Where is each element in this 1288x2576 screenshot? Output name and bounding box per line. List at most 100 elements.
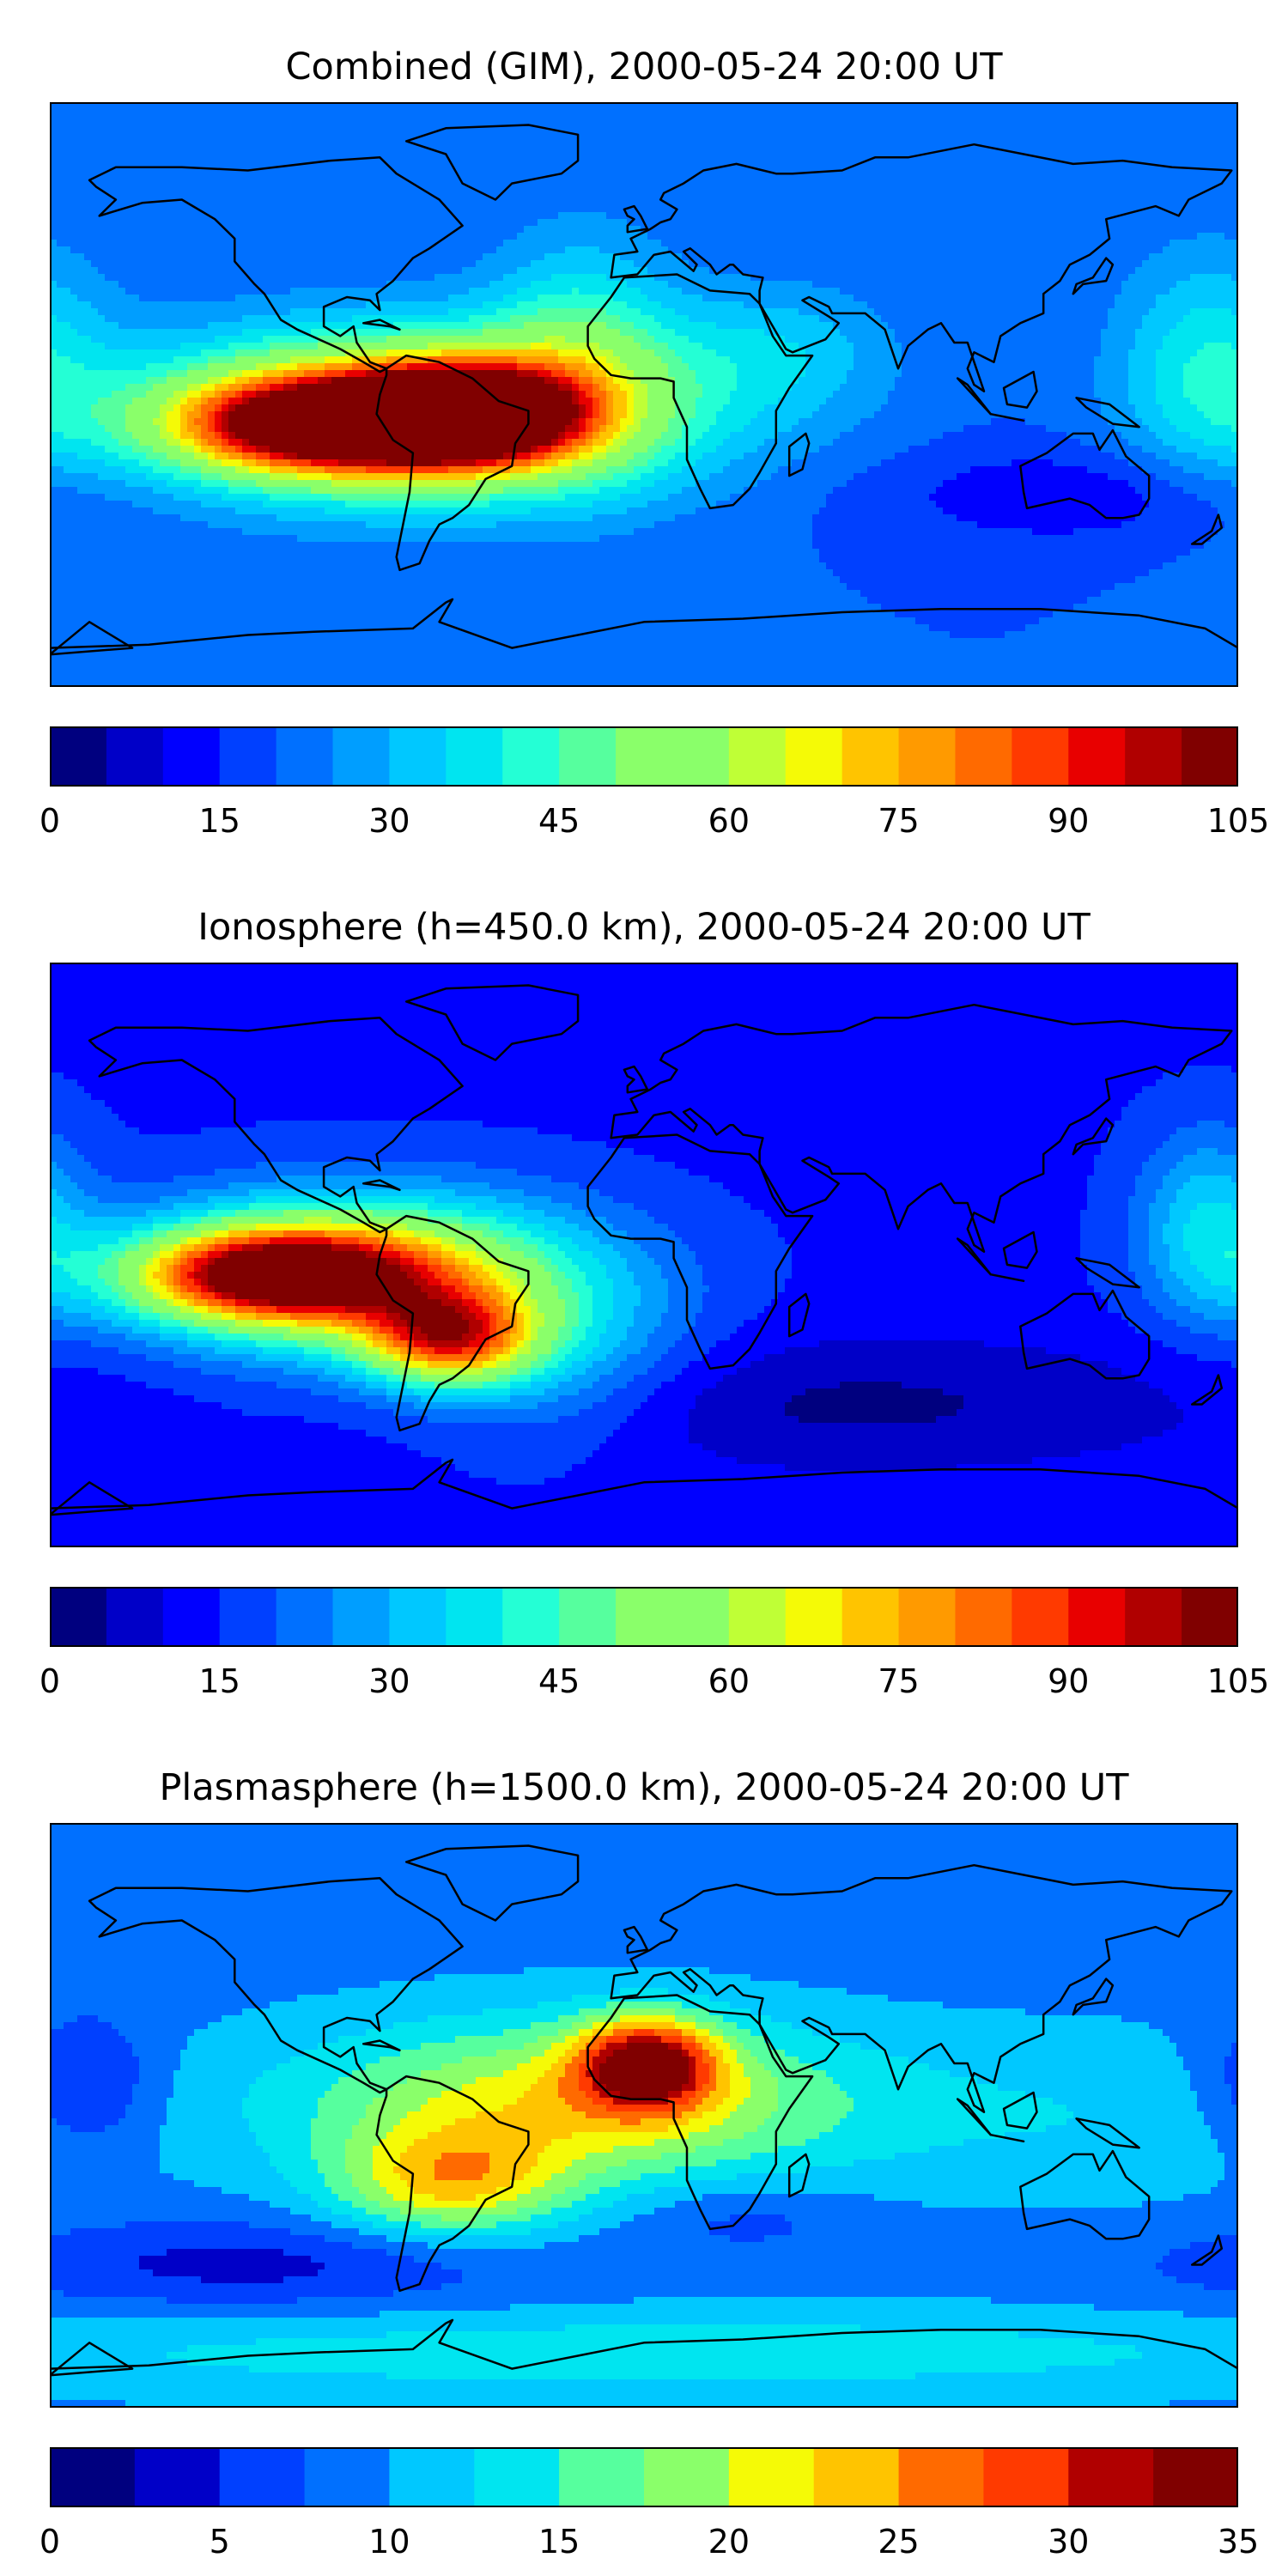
colorbar-tick-label: 45 [538,802,580,840]
coastline [1190,2234,1224,2266]
colorbar-segment [276,726,334,787]
colorbar-segment [389,1587,447,1647]
colorbar-frame [50,2447,1238,2507]
coastline [610,143,1233,392]
colorbar-segment [219,1587,277,1647]
colorbar-segment [1012,726,1069,787]
coastline [1072,1117,1115,1156]
colorbar-segment [671,726,730,787]
colorbar-segment [276,1587,334,1647]
coastline [375,354,530,572]
coastline [610,1003,1233,1253]
coastline [375,2075,530,2293]
coastline [787,1292,811,1338]
map-frame [50,102,1238,687]
coastline [1072,257,1115,295]
colorbar-segment [728,1587,787,1647]
coastline [956,1237,992,1276]
colorbar-tick-label: 45 [538,1662,580,1700]
colorbar-segment [332,1587,391,1647]
colorbar-segment [559,1587,617,1647]
colorbar-segment [841,1587,900,1647]
coastline [1019,1289,1151,1380]
colorbar-segment [616,726,673,787]
colorbar-tick-label: 0 [39,2523,60,2561]
coastline [989,2133,1025,2143]
colorbar-segment [106,1587,164,1647]
coastline [1019,428,1151,519]
colorbar-segment [219,726,277,787]
colorbar-tick-label: 75 [878,802,919,840]
coastline [956,377,992,416]
colorbar-tick-label: 105 [1207,1662,1270,1700]
colorbar-segment [219,2447,306,2507]
colorbar-segment [616,1587,673,1647]
colorbar-segment [1068,726,1126,787]
colorbar-tick-label: 30 [368,1662,410,1700]
colorbar-segment [50,726,107,787]
colorbar-tick-label: 75 [878,1662,919,1700]
map-frame [50,963,1238,1547]
coastline [586,1133,814,1370]
colorbar-segment [671,1587,730,1647]
colorbar-segment [813,2447,900,2507]
colorbar-tick-label: 0 [39,802,60,840]
colorbar-segment [1153,2447,1238,2507]
colorbar-tick-label: 30 [368,802,410,840]
coastline [1075,397,1140,428]
colorbar-segment [785,726,843,787]
map-title: Plasmasphere (h=1500.0 km), 2000-05-24 2… [0,1765,1288,1810]
coastline [1002,2091,1038,2129]
coastline [989,412,1025,422]
colorbar-segment [502,1587,560,1647]
colorbar-ticks: 0 5 10 15 20 25 30 35 [0,2523,1288,2574]
colorbar-tick-label: 15 [538,2523,580,2561]
coastline [404,1844,580,1922]
coastline [586,1994,814,2231]
coastline [623,204,649,234]
coastline [50,2318,1238,2408]
coastline [623,1925,649,1954]
colorbar-segment [1012,1587,1069,1647]
colorbar-segment [1068,2447,1154,2507]
colorbar-tick-label: 30 [1048,2523,1089,2561]
colorbar-tick-label: 15 [199,1662,240,1700]
colorbar-segment [898,1587,957,1647]
colorbar-segment [955,726,1012,787]
colorbar-frame [50,726,1238,787]
coastline [956,2098,992,2136]
colorbar-segment [389,726,447,787]
coastline [989,1273,1025,1283]
colorbar-segment [898,726,957,787]
colorbar-tick-label: 90 [1048,802,1089,840]
colorbar-combined [50,726,1238,787]
colorbar-tick-label: 20 [708,2523,750,2561]
colorbar-segment [106,726,164,787]
coastline [1002,1230,1038,1269]
coastline [50,598,1238,687]
colorbar-segment [446,726,503,787]
colorbar-tick-label: 90 [1048,1662,1089,1700]
coastline [88,1877,464,2094]
coastline [50,621,134,656]
colorbar-segment [446,1587,503,1647]
coastline [50,1458,1238,1547]
colorbar-tick-label: 105 [1207,802,1270,840]
colorbar-segment [1182,1587,1238,1647]
colorbar-segment [134,2447,221,2507]
colorbar-segment [162,726,221,787]
colorbar-segment [983,2447,1069,2507]
coastline [88,1017,464,1234]
colorbar-segment [304,2447,391,2507]
colorbar-tick-label: 25 [878,2523,919,2561]
colorbar-ticks: 0 15 30 45 60 75 90 105 [0,802,1288,854]
world-map-plasmasphere [50,1823,1238,2408]
coastline [361,319,401,331]
colorbar-segment [644,2447,730,2507]
coastline [375,1214,530,1432]
colorbar-tick-label: 60 [708,1662,750,1700]
coastline [610,1863,1233,2113]
coastline [1075,2117,1140,2149]
coastline [1190,513,1224,545]
colorbar-segment [389,2447,475,2507]
